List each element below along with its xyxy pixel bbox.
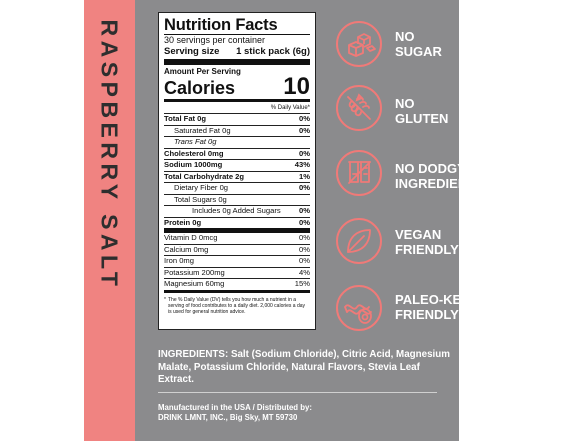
badge-line-1: VEGAN [395, 227, 442, 242]
nutrient-label: Protein 0g [164, 217, 202, 227]
nutrient-label: Total Fat 0g [164, 114, 207, 123]
badge-line-1: NO [395, 96, 415, 111]
thick-divider [164, 59, 310, 65]
nutrient-label: Sodium 1000mg [164, 160, 223, 169]
wheat-icon [336, 85, 382, 131]
nutrient-row: Potassium 200mg 4% [164, 266, 310, 279]
badge-line-2: FRIENDLY [395, 242, 459, 257]
badge-line-2: FRIENDLY [395, 307, 459, 322]
nutrient-dv: 0% [299, 256, 310, 265]
nutrient-label: Trans Fat 0g [174, 137, 217, 146]
nutrient-dv: 43% [294, 160, 310, 169]
calories-row: Calories 10 [164, 73, 310, 100]
serving-size-label: Serving size [164, 46, 220, 57]
nutrient-label: Potassium 200mg [164, 267, 225, 277]
nutrient-row: Total Fat 0g 0% [164, 113, 310, 125]
medium-divider [164, 99, 310, 102]
thick-divider [164, 228, 310, 233]
footnote-text: The % Daily Value (DV) tells you how muc… [168, 296, 306, 315]
nutrient-row: Total Sugars 0g [164, 193, 310, 206]
nutrient-label: Calcium 0mg [164, 244, 209, 254]
calories-value: 10 [283, 73, 310, 100]
nutrient-dv: 0% [299, 244, 310, 254]
nutrient-dv: 0% [299, 206, 310, 215]
nutrient-label: Iron 0mg [164, 256, 194, 265]
daily-value-header: % Daily Value* [270, 105, 310, 111]
nutrition-title: Nutrition Facts [164, 16, 278, 34]
nutrient-label: Includes 0g Added Sugars [192, 206, 281, 215]
nutrient-dv: 0% [299, 125, 310, 135]
test-tubes-icon [336, 150, 382, 196]
nutrient-label: Dietary Fiber 0g [174, 183, 229, 192]
ingredients-list: Salt (Sodium Chloride), Citric Acid, Mag… [158, 349, 450, 386]
badge-line-2: GLUTEN [395, 111, 449, 126]
nutrient-label: Total Carbohydrate 2g [164, 171, 245, 181]
sugar-cubes-icon [336, 21, 382, 67]
badge-no-sugar: NO SUGAR [395, 29, 442, 59]
bacon-avocado-icon [336, 285, 382, 331]
calories-label: Calories [164, 78, 236, 98]
badge-line-1: PALEO-KETO [395, 292, 480, 307]
nutrient-label: Cholesterol 0mg [164, 148, 224, 158]
nutrient-row: Saturated Fat 0g 0% [164, 124, 310, 137]
nutrient-row: Protein 0g 0% [164, 216, 310, 229]
serving-size-value: 1 stick pack (6g) [236, 46, 310, 57]
nutrient-label: Vitamin D 0mcg [164, 233, 218, 242]
nutrient-label: Total Sugars 0g [174, 194, 227, 204]
serving-size-row: Serving size 1 stick pack (6g) [164, 46, 310, 58]
nutrient-row: Total Carbohydrate 2g 1% [164, 170, 310, 183]
nutrient-row: Sodium 1000mg 43% [164, 159, 310, 171]
badge-line-1: NO DODGY [395, 161, 466, 176]
nutrient-dv: 15% [294, 279, 310, 288]
amount-per-serving: Amount Per Serving [164, 67, 241, 76]
nutrition-facts-label: Nutrition Facts 30 servings per containe… [158, 12, 316, 330]
nutrient-row: Trans Fat 0g [164, 136, 310, 148]
badge-line-1: NO [395, 29, 415, 44]
servings-per-container: 30 servings per container [164, 35, 266, 45]
nutrient-row: Vitamin D 0mcg 0% [164, 233, 310, 244]
badge-no-gluten: NO GLUTEN [395, 96, 448, 126]
flavor-label-wrap: RASPBERRY SALT [84, 0, 135, 441]
nutrient-row: Includes 0g Added Sugars 0% [164, 205, 310, 217]
footer-divider [158, 392, 437, 393]
nutrient-row: Magnesium 60mg 15% [164, 278, 310, 290]
nutrient-label: Saturated Fat 0g [174, 125, 231, 135]
nutrient-dv: 4% [299, 267, 310, 277]
badge-line-2: INGREDIENTS [395, 176, 484, 191]
badge-paleo-keto-friendly: PALEO-KETO FRIENDLY [395, 292, 479, 322]
nutrient-dv: 0% [299, 114, 310, 123]
manufacturer-info: Manufactured in the USA / Distributed by… [158, 403, 448, 423]
nutrient-dv: 0% [299, 233, 310, 242]
nutrient-label: Magnesium 60mg [164, 279, 225, 288]
manufacturer-line-1: Manufactured in the USA / Distributed by… [158, 403, 312, 412]
flavor-strip [84, 0, 135, 441]
nutrient-row: Cholesterol 0mg 0% [164, 147, 310, 160]
flavor-name: RASPBERRY SALT [96, 19, 123, 291]
badge-vegan-friendly: VEGAN FRIENDLY [395, 227, 459, 257]
nutrient-dv: 0% [299, 183, 310, 192]
daily-value-footnote: * The % Daily Value (DV) tells you how m… [164, 297, 310, 316]
nutrient-dv: 1% [299, 171, 310, 181]
ingredients-label: INGREDIENTS: [158, 349, 229, 360]
badge-no-dodgy-ingredients: NO DODGY INGREDIENTS [395, 161, 484, 191]
nutrient-row: Dietary Fiber 0g 0% [164, 182, 310, 194]
footnote-star: * [164, 296, 166, 303]
divider [164, 34, 310, 35]
badge-line-2: SUGAR [395, 44, 442, 59]
manufacturer-line-2: DRINK LMNT, INC., Big Sky, MT 59730 [158, 413, 298, 422]
nutrient-dv: 0% [299, 148, 310, 158]
nutrient-row: Iron 0mg 0% [164, 255, 310, 267]
leaf-icon [336, 218, 382, 264]
medium-divider [164, 289, 310, 293]
nutrient-dv: 0% [299, 217, 310, 227]
nutrient-row: Calcium 0mg 0% [164, 243, 310, 256]
ingredients-text: INGREDIENTS: Salt (Sodium Chloride), Cit… [158, 349, 458, 387]
